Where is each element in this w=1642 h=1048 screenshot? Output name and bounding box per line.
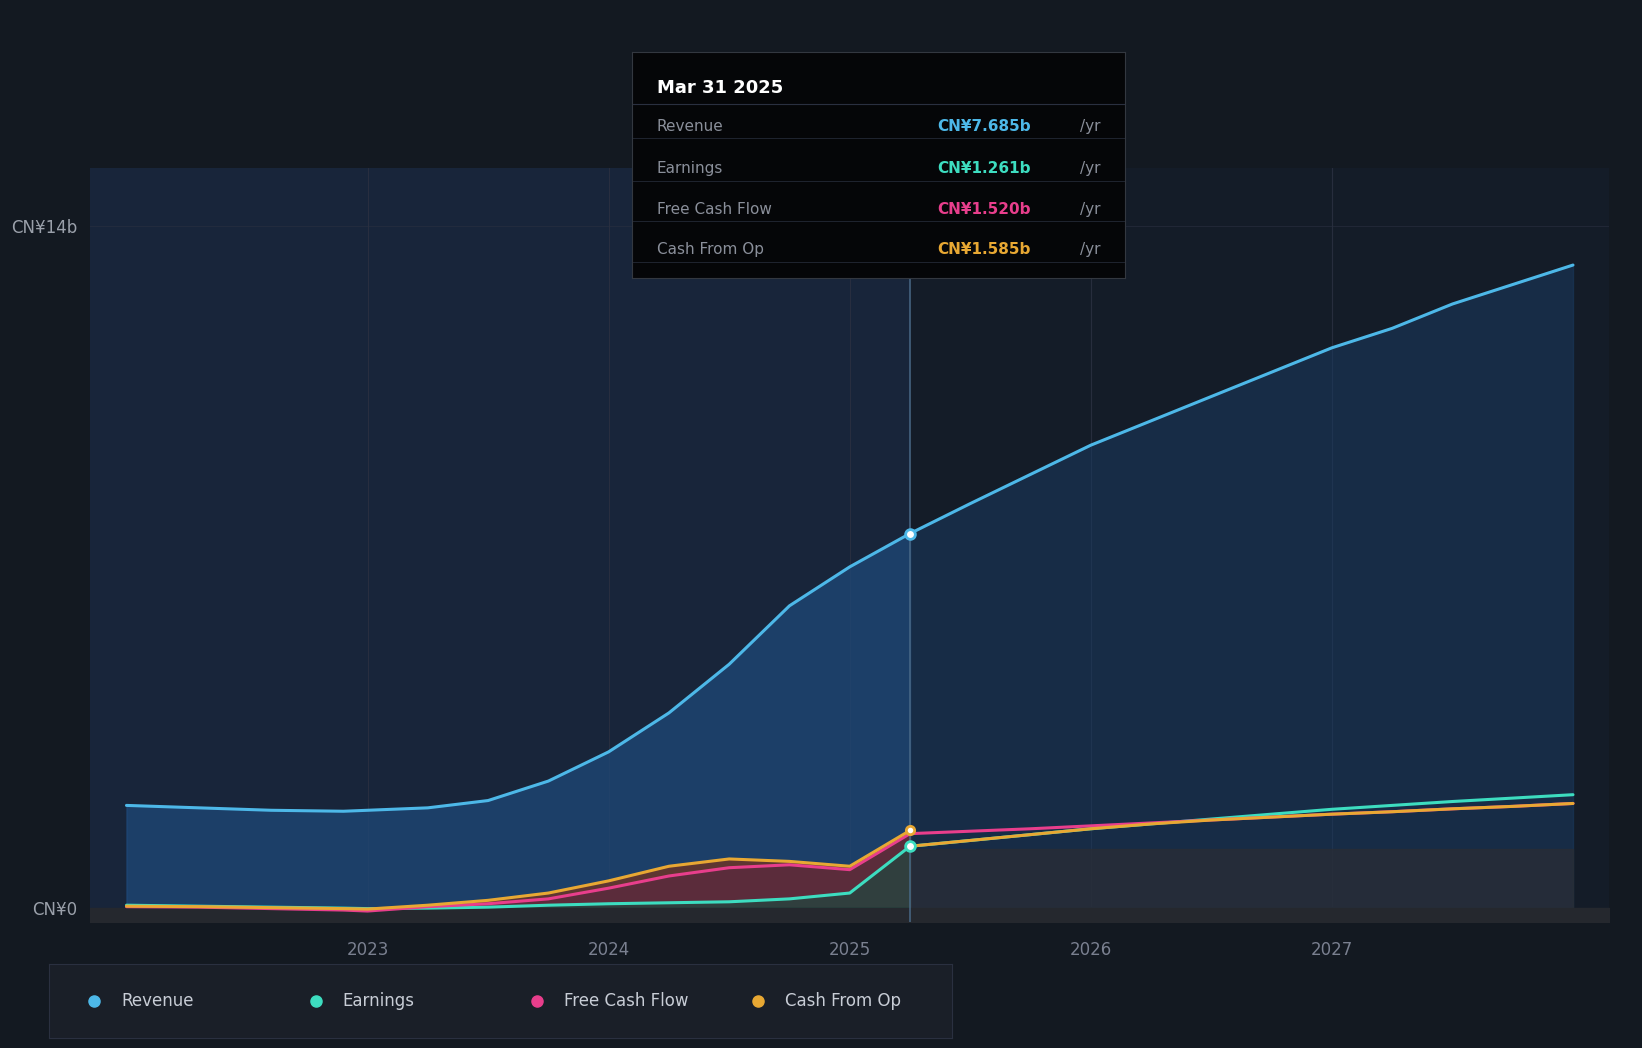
Text: /yr: /yr (1080, 161, 1100, 176)
Bar (910, 168, 1609, 922)
Text: /yr: /yr (1080, 242, 1100, 258)
Text: CN¥1.585b: CN¥1.585b (938, 242, 1031, 258)
Text: CN¥1.520b: CN¥1.520b (938, 202, 1031, 217)
Text: Revenue: Revenue (657, 118, 724, 133)
Text: /yr: /yr (1080, 202, 1100, 217)
Text: Cash From Op: Cash From Op (657, 242, 764, 258)
Text: Past: Past (857, 236, 898, 254)
Text: CN¥7.685b: CN¥7.685b (938, 118, 1031, 133)
Text: Analysts Forecasts: Analysts Forecasts (923, 236, 1077, 254)
Text: Free Cash Flow: Free Cash Flow (565, 991, 688, 1010)
Text: /yr: /yr (1080, 118, 1100, 133)
Bar (90, 168, 910, 922)
Text: Cash From Op: Cash From Op (785, 991, 901, 1010)
Text: CN¥1.261b: CN¥1.261b (938, 161, 1031, 176)
Text: Free Cash Flow: Free Cash Flow (657, 202, 772, 217)
Text: Revenue: Revenue (122, 991, 194, 1010)
Text: Mar 31 2025: Mar 31 2025 (657, 80, 783, 97)
Text: Earnings: Earnings (657, 161, 722, 176)
Text: Earnings: Earnings (343, 991, 415, 1010)
